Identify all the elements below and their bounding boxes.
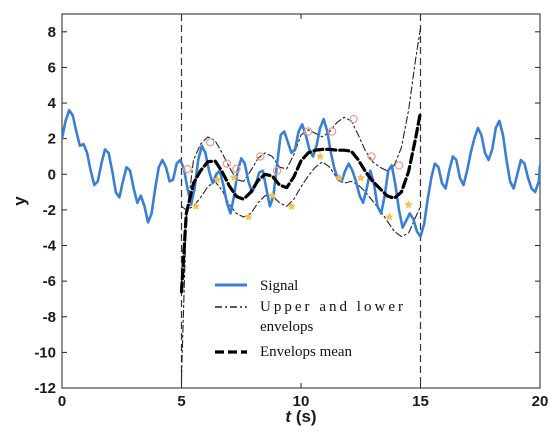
x-tick-label: 0 (58, 393, 66, 410)
minima-marker (191, 201, 201, 211)
minima-marker (229, 173, 239, 182)
maxima-marker (272, 166, 282, 175)
minima-marker (243, 212, 253, 221)
y-axis: 8 6 4 2 0 -2 -4 -6 -8 -10 -12 (34, 24, 540, 397)
legend-label-envelopes: Upper and lower (260, 299, 403, 315)
maxima-marker (327, 127, 337, 136)
x-tick-label: 15 (412, 393, 429, 410)
y-axis-label: y (10, 196, 29, 206)
minima-marker (384, 212, 394, 221)
y-tick-label: 4 (48, 95, 57, 112)
minima-marker (404, 199, 414, 209)
maxima-marker (349, 114, 358, 124)
y-tick-label: 2 (48, 131, 56, 148)
y-tick-label: -8 (43, 309, 56, 326)
x-axis-label: t (s) (285, 407, 316, 426)
x-axis-label-unit: (s) (296, 407, 317, 426)
x-axis: 0 5 10 15 20 (58, 14, 549, 410)
y-tick-label: -2 (43, 202, 56, 219)
minima-marker (334, 173, 344, 182)
x-tick-label: 10 (293, 393, 310, 410)
legend-label-signal: Signal (260, 278, 298, 294)
legend-label-mean: Envelops mean (260, 344, 353, 360)
maxima-marker (232, 164, 241, 174)
maxima-marker (256, 152, 265, 161)
minima-marker (286, 201, 296, 211)
series-line-upper_lower (180, 27, 422, 378)
minima-marker (315, 151, 325, 161)
plot-series (62, 27, 540, 378)
series-line-signal (62, 108, 540, 238)
y-tick-label: -10 (34, 344, 56, 361)
y-tick-label: -12 (34, 380, 56, 397)
minima-marker (267, 191, 277, 200)
maxima-marker (367, 152, 376, 161)
maxima-marker (394, 161, 404, 170)
legend-label-envelopes-line2: envelops (260, 319, 313, 335)
maxima-marker (222, 159, 232, 168)
boundary-lines (180, 14, 422, 388)
x-axis-label-var: t (285, 407, 292, 426)
minima-marker (356, 173, 366, 182)
maxima-marker (205, 137, 215, 147)
y-tick-label: 0 (48, 166, 56, 183)
extrema-markers (183, 114, 414, 221)
x-tick-label: 20 (532, 393, 549, 410)
x-tick-label: 5 (177, 393, 185, 410)
y-tick-label: -6 (43, 273, 56, 290)
minima-marker (212, 174, 222, 184)
y-tick-label: 6 (48, 59, 56, 76)
y-tick-label: -4 (43, 238, 57, 255)
legend: Signal Upper and lower envelops Envelops… (215, 278, 403, 360)
y-tick-label: 8 (48, 24, 56, 41)
maxima-marker (303, 127, 313, 136)
maxima-marker (183, 164, 192, 174)
series-line-mean (179, 110, 423, 294)
